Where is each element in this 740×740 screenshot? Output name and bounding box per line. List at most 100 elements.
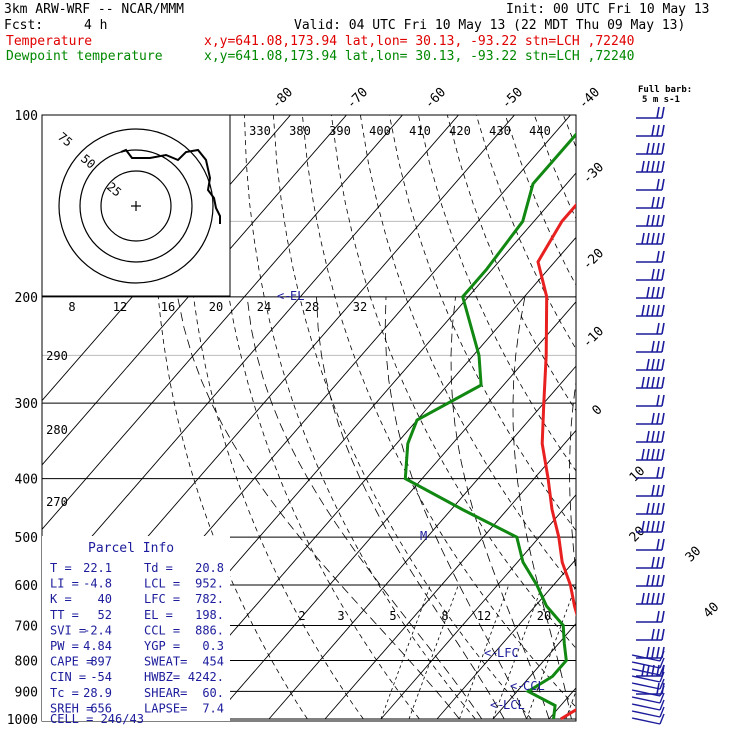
parcel-info-cell: Td = (144, 561, 173, 575)
wind-barb (636, 466, 665, 479)
dry-adiabat (302, 115, 576, 708)
parcel-info-cell: T = (50, 561, 72, 575)
theta-labels: 330 380 390 400 410 420 430 440 (249, 124, 551, 138)
parcel-info-cell: CCL = (144, 623, 180, 637)
theta-label-left: 290 (46, 349, 68, 363)
wind-barb (631, 692, 665, 704)
isotherm-labels-right: -30 -20 -10 0 10 20 30 40 (580, 160, 722, 621)
theta-label: 400 (369, 124, 391, 138)
dry-adiabat (244, 115, 476, 720)
wind-barb (636, 322, 665, 335)
mixing-ratio-line (408, 584, 459, 720)
isotherm-label: -70 (344, 85, 371, 112)
knots-tick-label: 28 (305, 300, 319, 314)
wind-barb (636, 610, 665, 623)
forecast-label: Fcst: (4, 18, 43, 33)
knots-tick-label: 12 (113, 300, 127, 314)
parcel-info-cell: LAPSE= (144, 701, 187, 715)
pressure-tick-label: 500 (15, 531, 38, 546)
dry-adiabat (215, 115, 420, 720)
m-marker: M (420, 529, 427, 543)
parcel-info-cell: SREH = (50, 701, 93, 715)
pressure-tick-label: 900 (15, 685, 38, 700)
isotherm (42, 115, 347, 466)
parcel-info-title: Parcel Info (88, 541, 174, 556)
theta-label-left: 270 (46, 495, 68, 509)
hodograph-ring-50 (79, 149, 193, 263)
parcel-info-cell: PW = (50, 639, 79, 653)
mixing-ratio-label: 3 (337, 609, 344, 623)
temperature-location: x,y=641.08,173.94 lat,lon= 30.13, -93.22… (204, 34, 634, 49)
isotherm (380, 494, 576, 720)
theta-label: 420 (449, 124, 471, 138)
valid-time: Valid: 04 UTC Fri 10 May 13 (22 MDT Thu … (294, 18, 685, 33)
parcel-info-cell: HWBZ= (144, 670, 180, 684)
wind-barb (636, 106, 665, 119)
wind-barb (631, 699, 665, 711)
isotherm (42, 115, 459, 595)
isotherm-label: 20 (627, 524, 649, 546)
parcel-info-bg (42, 536, 230, 721)
dry-adiabat (621, 115, 740, 719)
hodograph: 25 50 75 (41, 114, 231, 297)
isotherm-labels-top: -80 -70 -60 -50 -40 (269, 85, 603, 112)
parcel-info-cell: 0.3 (202, 639, 224, 653)
parcel-info-cell: 4242. (188, 670, 224, 684)
temperature-profile (536, 202, 576, 721)
wind-barb (636, 628, 665, 641)
dewpoint-location: x,y=641.08,173.94 lat,lon= 30.13, -93.22… (204, 49, 634, 64)
wind-barb (631, 664, 665, 676)
wind-barb (636, 484, 665, 497)
ccl-marker-arrow: <- (510, 679, 524, 693)
parcel-info-cell: K = (50, 592, 72, 606)
pressure-tick-label: 300 (15, 397, 38, 412)
hodograph-ring-75 (58, 128, 214, 284)
dry-adiabat (418, 115, 576, 472)
level-markers: <- EL M <- LFC <- CCL <- LCL (277, 289, 545, 712)
parcel-info-cell: -54 (90, 670, 112, 684)
parcel-info-cell: 22.1 (83, 561, 112, 575)
pressure-tick-label: 700 (15, 619, 38, 634)
wind-barb (636, 358, 665, 371)
isotherm (42, 115, 403, 531)
parcel-info-panel: Parcel Info T = 22.1 Td = 20.8 LI = -4.8 LCL =… (42, 536, 230, 726)
hodograph-ring-25 (100, 170, 172, 242)
dewpoint-legend: Dewpoint temperature (6, 49, 163, 64)
knots-tick-label: 24 (257, 300, 271, 314)
mixing-ratio-label: 5 (389, 609, 396, 623)
parcel-info-cell: LI = (50, 577, 79, 591)
dry-adiabat (273, 115, 532, 720)
plot-frame (41, 114, 577, 722)
parcel-info-cell: 886. (195, 623, 224, 637)
wind-barb (631, 650, 665, 662)
parcel-info-cell: 198. (195, 608, 224, 622)
moist-adiabat (316, 296, 505, 720)
dewpoint-profile (403, 132, 576, 720)
wind-barb (636, 232, 665, 245)
isotherm (605, 115, 740, 719)
knots-tick-label: 16 (161, 300, 175, 314)
mixing-ratio-label: 20 (537, 609, 551, 623)
parcel-info-cell: SVI = (50, 623, 86, 637)
wind-barb (631, 657, 665, 669)
isotherm (436, 558, 576, 720)
parcel-info-cell: 7.4 (202, 701, 224, 715)
isotherm-label: 30 (683, 544, 705, 566)
dry-adiabat (360, 115, 576, 590)
moist-adiabat (569, 379, 576, 576)
isotherm-label: -20 (580, 246, 607, 273)
pressure-tick-label: 100 (15, 109, 38, 124)
parcel-info-cell: 656 (90, 701, 112, 715)
wind-barb (636, 160, 665, 173)
isotherm-label: -60 (422, 85, 449, 112)
mixing-ratio-label: 2 (298, 609, 305, 623)
knots-tick-label: 32 (353, 300, 367, 314)
wind-barb (636, 538, 665, 551)
mixing-ratio-label: 12 (477, 609, 491, 623)
isotherm (212, 301, 576, 720)
wind-barb (636, 304, 665, 317)
lfc-marker: LFC (497, 646, 519, 660)
theta-label: 430 (489, 124, 511, 138)
parcel-info-cell: 897 (90, 655, 112, 669)
moist-adiabat (246, 296, 483, 720)
